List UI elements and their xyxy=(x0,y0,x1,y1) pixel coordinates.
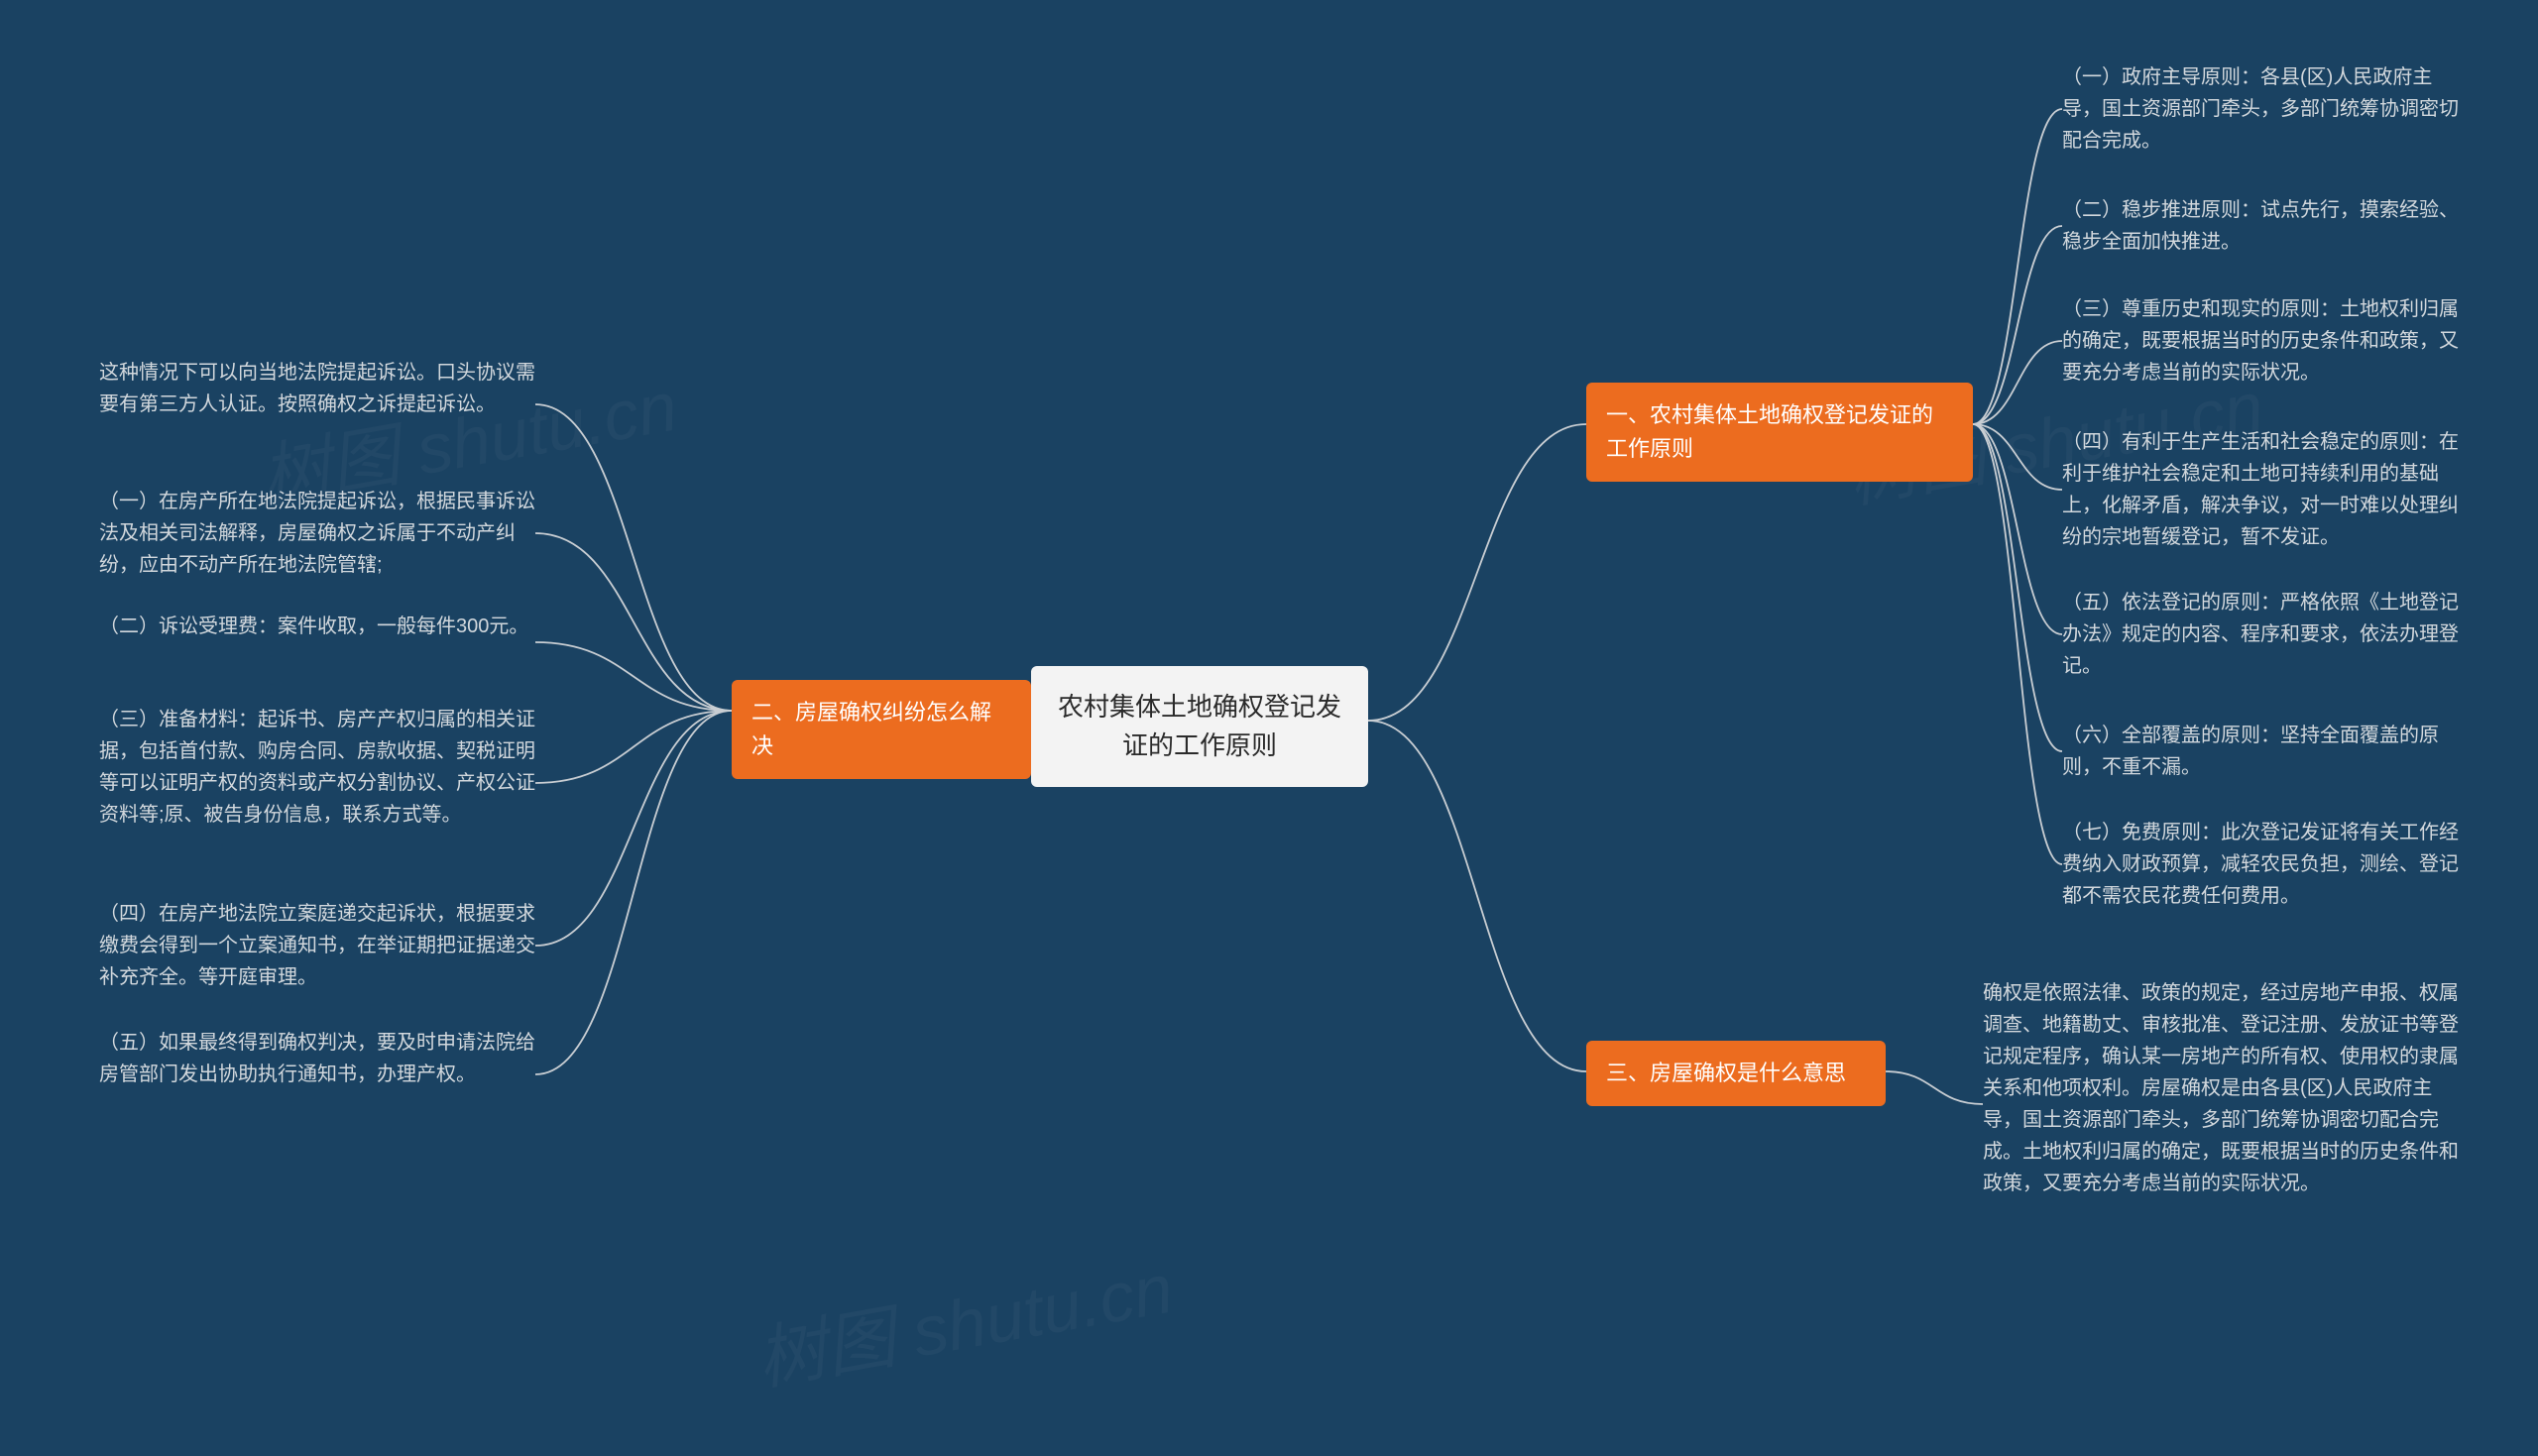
leaf-text: （七）免费原则：此次登记发证将有关工作经费纳入财政预算，减轻农民负担，测绘、登记… xyxy=(2062,822,2459,907)
leaf-text: （四）有利于生产生活和社会稳定的原则：在利于维护社会稳定和土地可持续利用的基础上… xyxy=(2062,431,2459,548)
leaf-text: （二）稳步推进原则：试点先行，摸索经验、稳步全面加快推进。 xyxy=(2062,199,2459,253)
leaf-text: 这种情况下可以向当地法院提起诉讼。口头协议需要有第三方人认证。按照确权之诉提起诉… xyxy=(99,362,535,415)
leaf-text: （三）尊重历史和现实的原则：土地权利归属的确定，既要根据当时的历史条件和政策，又… xyxy=(2062,298,2459,384)
leaf-text: （五）如果最终得到确权判决，要及时申请法院给房管部门发出协助执行通知书，办理产权… xyxy=(99,1032,535,1085)
topic-1-leaf-7: （七）免费原则：此次登记发证将有关工作经费纳入财政预算，减轻农民负担，测绘、登记… xyxy=(2062,817,2469,912)
topic-1: 一、农村集体土地确权登记发证的工作原则 xyxy=(1586,383,1973,482)
topic-3: 三、房屋确权是什么意思 xyxy=(1586,1041,1886,1106)
watermark: 树图 shutu.cn xyxy=(748,1233,1179,1404)
topic-2-leaf-5: （四）在房产地法院立案庭递交起诉状，根据要求缴费会得到一个立案通知书，在举证期把… xyxy=(99,898,535,993)
topic-2-leaf-6: （五）如果最终得到确权判决，要及时申请法院给房管部门发出协助执行通知书，办理产权… xyxy=(99,1027,535,1090)
topic-1-label: 一、农村集体土地确权登记发证的工作原则 xyxy=(1606,402,1933,461)
leaf-text: （二）诉讼受理费：案件收取，一般每件300元。 xyxy=(99,616,528,637)
topic-3-label: 三、房屋确权是什么意思 xyxy=(1606,1061,1846,1085)
topic-2-leaf-3: （二）诉讼受理费：案件收取，一般每件300元。 xyxy=(99,611,535,642)
topic-2-label: 二、房屋确权纠纷怎么解决 xyxy=(751,700,991,758)
topic-1-leaf-4: （四）有利于生产生活和社会稳定的原则：在利于维护社会稳定和土地可持续利用的基础上… xyxy=(2062,426,2469,553)
topic-1-leaf-6: （六）全部覆盖的原则：坚持全面覆盖的原则，不重不漏。 xyxy=(2062,720,2469,783)
leaf-text: （三）准备材料：起诉书、房产产权归属的相关证据，包括首付款、购房合同、房款收据、… xyxy=(99,709,535,826)
topic-1-leaf-3: （三）尊重历史和现实的原则：土地权利归属的确定，既要根据当时的历史条件和政策，又… xyxy=(2062,293,2469,389)
root-label: 农村集体土地确权登记发证的工作原则 xyxy=(1058,692,1341,760)
topic-2-leaf-1: 这种情况下可以向当地法院提起诉讼。口头协议需要有第三方人认证。按照确权之诉提起诉… xyxy=(99,357,535,420)
leaf-text: 确权是依照法律、政策的规定，经过房地产申报、权属调查、地籍勘丈、审核批准、登记注… xyxy=(1983,982,2459,1194)
root-node: 农村集体土地确权登记发证的工作原则 xyxy=(1031,666,1368,787)
leaf-text: （一）在房产所在地法院提起诉讼，根据民事诉讼法及相关司法解释，房屋确权之诉属于不… xyxy=(99,491,535,576)
topic-2-leaf-2: （一）在房产所在地法院提起诉讼，根据民事诉讼法及相关司法解释，房屋确权之诉属于不… xyxy=(99,486,535,581)
topic-2: 二、房屋确权纠纷怎么解决 xyxy=(732,680,1031,779)
leaf-text: （四）在房产地法院立案庭递交起诉状，根据要求缴费会得到一个立案通知书，在举证期把… xyxy=(99,903,535,988)
topic-1-leaf-1: （一）政府主导原则：各县(区)人民政府主导，国土资源部门牵头，多部门统筹协调密切… xyxy=(2062,61,2469,157)
leaf-text: （五）依法登记的原则：严格依照《土地登记办法》规定的内容、程序和要求，依法办理登… xyxy=(2062,592,2459,677)
topic-3-leaf-1: 确权是依照法律、政策的规定，经过房地产申报、权属调查、地籍勘丈、审核批准、登记注… xyxy=(1983,977,2469,1199)
leaf-text: （六）全部覆盖的原则：坚持全面覆盖的原则，不重不漏。 xyxy=(2062,725,2439,778)
topic-1-leaf-2: （二）稳步推进原则：试点先行，摸索经验、稳步全面加快推进。 xyxy=(2062,194,2469,258)
topic-2-leaf-4: （三）准备材料：起诉书、房产产权归属的相关证据，包括首付款、购房合同、房款收据、… xyxy=(99,704,535,831)
leaf-text: （一）政府主导原则：各县(区)人民政府主导，国土资源部门牵头，多部门统筹协调密切… xyxy=(2062,66,2459,152)
topic-1-leaf-5: （五）依法登记的原则：严格依照《土地登记办法》规定的内容、程序和要求，依法办理登… xyxy=(2062,587,2469,682)
